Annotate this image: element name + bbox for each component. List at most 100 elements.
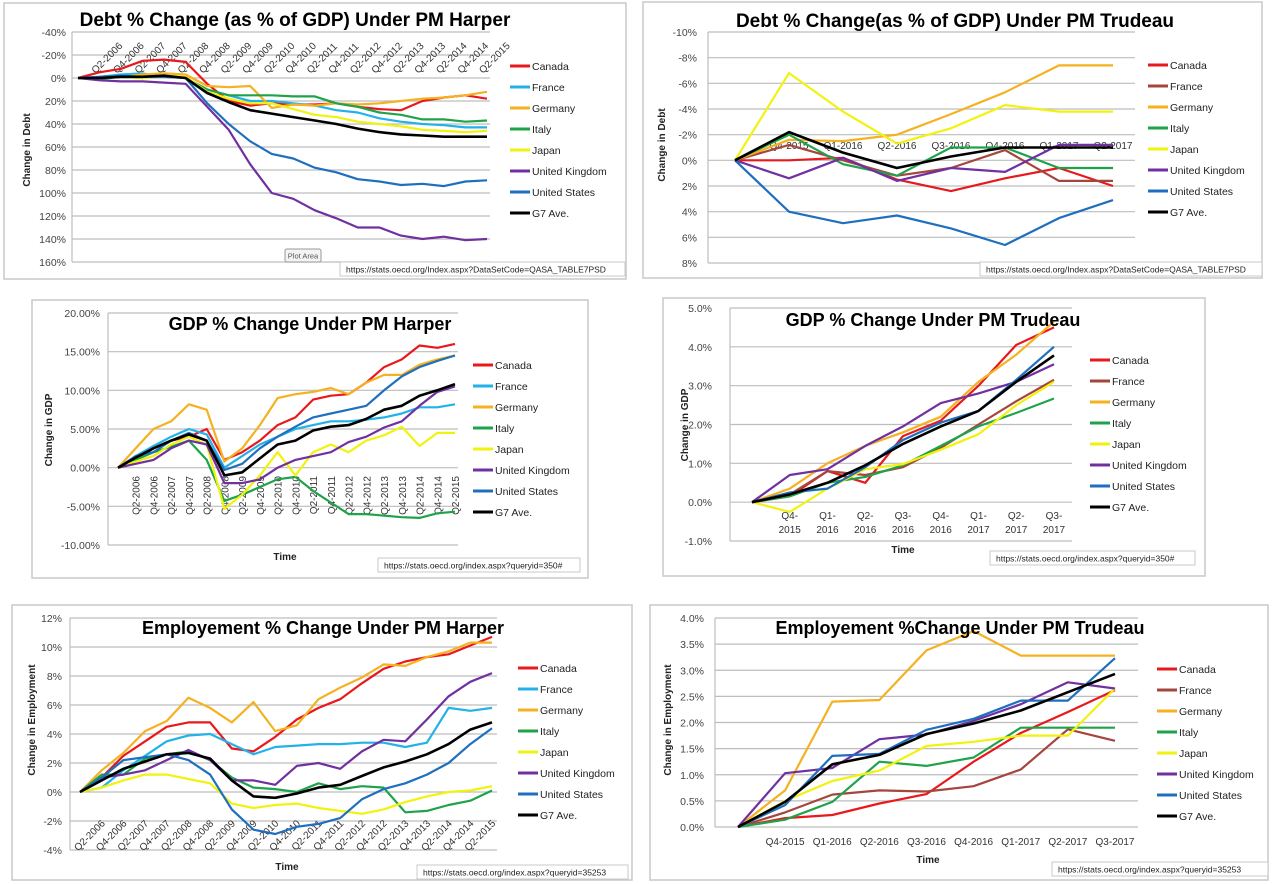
- legend-label: United Kingdom: [540, 768, 615, 780]
- y-tick-label: 4.0%: [680, 613, 704, 625]
- source-url[interactable]: https://stats.oecd.org/Index.aspx?DataSe…: [986, 265, 1246, 275]
- y-tick-label: 20%: [45, 96, 66, 108]
- x-tick-label: Q4-2007: [185, 476, 196, 515]
- x-axis-title: Time: [273, 552, 297, 563]
- legend-label: France: [1170, 81, 1203, 93]
- series-line-italy: [737, 726, 1115, 829]
- x-tick-label-line: Q1-: [970, 511, 987, 522]
- y-tick-label: 1.5%: [680, 744, 704, 756]
- legend-label: G7 Ave.: [540, 810, 577, 822]
- legend-label: United Kingdom: [1179, 769, 1254, 781]
- series-line-g7-ave-: [734, 130, 1113, 170]
- y-tick-label: 120%: [39, 211, 66, 223]
- legend-label: G7 Ave.: [1112, 502, 1149, 514]
- legend-label: Italy: [540, 726, 560, 738]
- source-url[interactable]: https://stats.oecd.org/Index.aspx?DataSe…: [346, 265, 606, 275]
- legend-label: Germany: [1170, 102, 1214, 114]
- legend-label: United Kingdom: [532, 166, 607, 178]
- x-tick-label: Q4-2016: [954, 837, 993, 848]
- x-tick-label: Q2-2006: [132, 476, 143, 515]
- legend-label: G7 Ave.: [1170, 207, 1207, 219]
- y-tick-label: -2%: [678, 130, 697, 142]
- legend-label: United Kingdom: [495, 465, 570, 477]
- chart-3: -10.00% -5.00% 0.00% 5.00% 10.00% 15.00% 20.00…: [31, 299, 589, 579]
- source-url[interactable]: https://stats.oecd.org/index.aspx?queryi…: [1058, 865, 1241, 875]
- x-tick-label-line: Q4-: [932, 511, 949, 522]
- legend-label: United Kingdom: [1170, 165, 1245, 177]
- y-tick-label: -2%: [43, 816, 62, 828]
- legend-label: G7 Ave.: [532, 208, 569, 220]
- y-axis-title: Change in GDP: [44, 393, 55, 466]
- y-tick-label: 140%: [39, 234, 66, 246]
- y-tick-label: 5.0%: [688, 303, 712, 315]
- x-tick-label-line: Q3-: [1046, 511, 1063, 522]
- y-tick-label: 10.00%: [64, 385, 100, 397]
- chart-frame: [11, 604, 633, 881]
- legend-label: United States: [495, 486, 558, 498]
- legend-label: United States: [540, 789, 603, 801]
- y-tick-label: -8%: [678, 53, 697, 65]
- x-tick-label-line: Q3-: [895, 511, 912, 522]
- chart-frame: [642, 1, 1263, 279]
- y-tick-label: 4%: [682, 207, 697, 219]
- x-tick-label: Q1-2016: [813, 837, 852, 848]
- y-tick-label: 0%: [682, 155, 697, 167]
- source-box: [1051, 861, 1269, 877]
- y-tick-label: 3.0%: [680, 665, 704, 677]
- source-url[interactable]: https://stats.oecd.org/index.aspx?queryi…: [384, 561, 563, 571]
- x-tick-label: Q1-2016: [824, 141, 863, 152]
- legend-label: Japan: [1170, 144, 1199, 156]
- legend-label: United States: [1179, 790, 1242, 802]
- series-line-japan: [751, 380, 1055, 513]
- legend-label: Canada: [1170, 60, 1207, 72]
- y-tick-label: 0.00%: [70, 463, 100, 475]
- x-tick-label: Q4-2011: [327, 476, 338, 515]
- series-line-g7-ave-: [79, 721, 493, 800]
- y-tick-label: 5.00%: [70, 424, 100, 436]
- legend-label: Canada: [1112, 355, 1149, 367]
- series-line-united-kingdom: [117, 385, 456, 485]
- source-url[interactable]: https://stats.oecd.org/index.aspx?queryi…: [423, 868, 606, 878]
- chart-title: Debt % Change (as % of GDP) Under PM Har…: [80, 10, 511, 31]
- x-tick-label: Q1-2016: [816, 511, 839, 536]
- series-line-germany: [79, 641, 492, 793]
- y-tick-label: 6%: [47, 700, 62, 712]
- legend-label: France: [540, 684, 573, 696]
- series-line-france: [751, 378, 1055, 504]
- y-tick-label: -20%: [41, 50, 66, 62]
- series-line-germany: [751, 320, 1055, 504]
- x-tick-label-line: 2015: [779, 525, 802, 536]
- x-tick-label-line: Q2-: [1008, 511, 1025, 522]
- source-box: [339, 261, 626, 277]
- y-tick-label: 0.5%: [680, 796, 704, 808]
- x-axis-title: Time: [275, 862, 299, 873]
- x-tick-label: Q4-2015: [770, 141, 809, 152]
- y-tick-label: 100%: [39, 188, 66, 200]
- legend-label: Canada: [532, 61, 569, 73]
- series-line-united-states: [79, 727, 493, 836]
- y-tick-label: -40%: [41, 27, 66, 39]
- source-url[interactable]: https://stats.oecd.org/index.aspx?queryi…: [996, 554, 1175, 564]
- y-tick-label: 0.0%: [688, 497, 712, 509]
- series-line-france: [79, 706, 493, 794]
- source-box: [416, 864, 629, 880]
- source-box: [989, 550, 1196, 566]
- x-tick-label: Q4-2015: [766, 837, 805, 848]
- y-axis-title: Change in Debt: [657, 108, 668, 182]
- legend-label: G7 Ave.: [1179, 811, 1216, 823]
- series-line-g7-ave-: [78, 74, 487, 138]
- series-line-g7-ave-: [751, 354, 1055, 504]
- series-line-germany: [117, 354, 456, 469]
- x-tick-label-line: Q4-: [781, 511, 798, 522]
- y-tick-label: 8%: [47, 671, 62, 683]
- x-tick-label: Q4-2013: [398, 476, 409, 515]
- chart-frame: [662, 297, 1206, 577]
- y-tick-label: 80%: [45, 165, 66, 177]
- y-tick-label: 4.0%: [688, 342, 712, 354]
- plot-area-tooltip: [284, 248, 322, 263]
- legend-label: Japan: [1179, 748, 1208, 760]
- source-box: [979, 261, 1263, 277]
- plot-area-tooltip-label: Plot Area: [288, 252, 319, 261]
- series-line-germany: [737, 629, 1115, 828]
- x-tick-label-line: 2017: [1043, 525, 1066, 536]
